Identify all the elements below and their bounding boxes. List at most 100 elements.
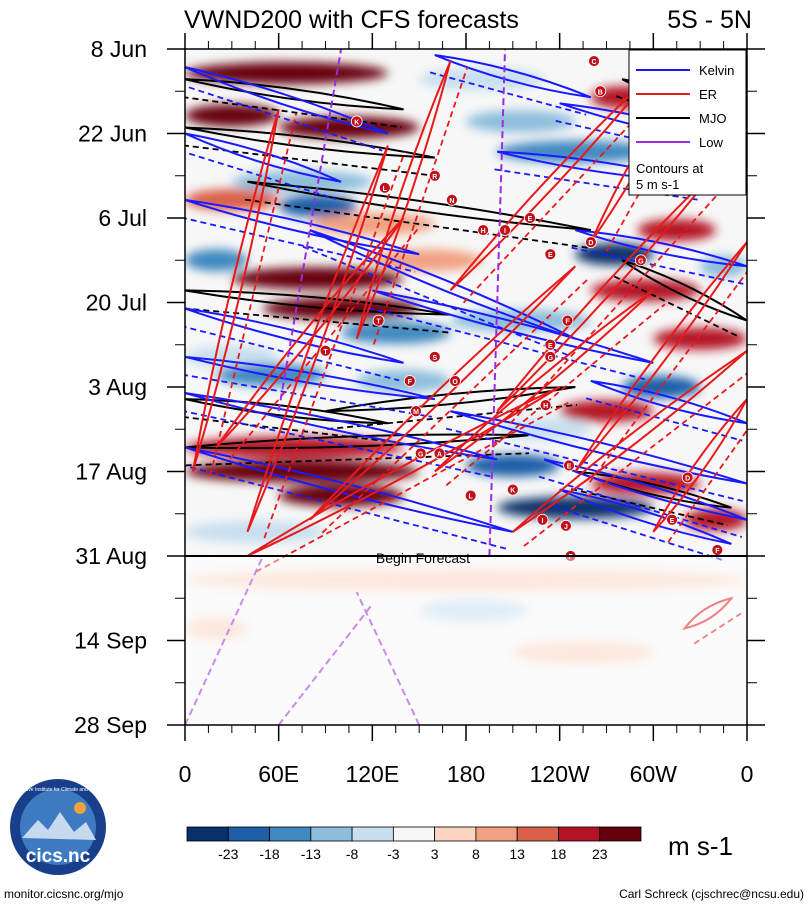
er-dashed-9 [445,303,666,487]
kelvin-dashed-5 [185,217,416,273]
shaded-band-20 [341,321,451,344]
colorbar-swatch-8 [516,826,559,842]
storm-marker-dot [561,314,574,327]
storm-marker-dot [584,236,597,249]
kelvin-dashed-1 [429,71,587,116]
x-tick-label: 120W [530,761,590,787]
kelvin-solid-6 [574,229,747,268]
kelvin-dashed-13 [445,427,743,502]
shaded-band-25 [622,376,701,398]
storm-marker-3: L [378,181,391,194]
storm-marker-dot [477,224,490,236]
storm-marker-7: I [499,224,511,236]
x-tick-label: 0 [741,761,754,787]
storm-marker-label: I [542,518,544,525]
storm-marker-25: D [681,471,694,484]
kelvin-solid-8 [185,307,404,364]
storm-marker-dot [681,471,694,484]
storm-marker-label: T [376,319,381,326]
storm-marker-dot [524,212,536,224]
y-tick-label: 22 Jun [78,121,147,147]
legend-note-line2: 5 m s-1 [636,177,679,192]
er-dashed-10 [255,402,569,573]
er-solid-3 [246,145,389,533]
mjo-solid-1 [185,126,435,159]
storm-marker-20: H [539,399,552,412]
kelvin-dashed-7 [302,245,569,357]
storm-marker-19: O [449,375,461,387]
mjo-dashed-6 [185,452,530,467]
colorbar: -23 -18 -13 -8 -3 3 8 13 18 23 [186,826,642,862]
x-axis: 0 60E 120E 180 120W 60W 0 [179,33,754,787]
mjo-solid-2 [247,180,592,232]
storm-marker-label: L [469,494,474,501]
y-tick-label: 8 Jun [91,36,147,62]
storm-marker-label: H [543,403,548,410]
storm-marker-label: I [504,228,506,235]
colorbar-label: 3 [431,846,439,862]
storm-marker-22: G [414,447,427,460]
storm-marker-17: G [544,350,557,363]
storm-marker-dot [666,513,678,526]
storm-marker-dot [319,344,332,357]
storm-marker-dot [506,483,519,496]
colorbar-label: -23 [218,846,238,862]
storm-marker-label: D [685,476,690,483]
kelvin-dashed-15 [538,475,743,538]
storm-marker-label: K [510,488,515,495]
storm-marker-label: E [548,343,553,350]
storm-marker-28: I [536,513,549,526]
legend-box [628,49,747,196]
colorbar-label: -8 [346,846,359,862]
shaded-band-12 [575,243,654,266]
storm-marker-label: N [449,198,454,205]
colorbar-units: m s-1 [668,831,733,861]
y-tick-label: 3 Aug [88,374,147,400]
kelvin-dashed-8 [185,326,400,382]
legend-label-kelvin: Kelvin [699,63,734,78]
storm-marker-24: E [563,459,575,472]
legend-label-mjo: MJO [699,111,726,126]
y-tick-label: 17 Aug [75,459,147,485]
storm-marker-21: M [410,405,422,418]
kelvin-dashed-0 [185,85,383,152]
colorbar-swatch-0 [186,826,229,842]
colorbar-label: 18 [551,846,567,862]
storm-marker-dot [536,513,549,526]
er-solid-12 [512,349,747,533]
shaded-band-36 [185,569,747,592]
storm-marker-label: L [383,186,388,193]
low-contours [185,49,507,725]
legend-label-er: ER [699,87,717,102]
mjo-dashed-5 [327,404,578,430]
cics-logo: Cooperative Institute for Climate and Sa… [7,779,110,875]
storm-marker-dot [499,224,511,236]
colorbar-label: -18 [259,846,279,862]
storm-marker-12: T [372,314,385,327]
shaded-field [185,62,747,688]
storm-marker-29: E [666,513,678,526]
kelvin-solid-0 [185,66,389,135]
storm-marker-dot [372,314,385,327]
er-solid-10 [246,386,561,557]
storm-marker-label: F [715,548,720,555]
y-axis: 8 Jun 22 Jun 6 Jul 20 Jul 3 Aug 17 Aug 31 Aug 1… [74,36,765,738]
storm-marker-label: F [565,319,570,326]
storm-marker-label: E [567,463,572,470]
colorbar-swatch-7 [475,826,518,842]
storm-marker-dot [560,519,572,532]
colorbar-label: 13 [509,846,525,862]
colorbar-swatch-10 [599,826,642,842]
shaded-band-39 [512,641,654,664]
storm-marker-label: C [591,59,596,66]
storm-marker-label: K [354,119,359,126]
shaded-band-6 [497,140,654,163]
storm-marker-1: B [594,85,607,98]
er-solid-8 [309,265,577,521]
kelvin-dashed-14 [185,465,509,551]
y-tick-label: 14 Sep [74,628,147,654]
colorbar-label: 8 [472,846,480,862]
shaded-band-4 [466,110,576,133]
legend-label-low: Low [699,135,723,150]
storm-marker-label: F [568,554,573,561]
